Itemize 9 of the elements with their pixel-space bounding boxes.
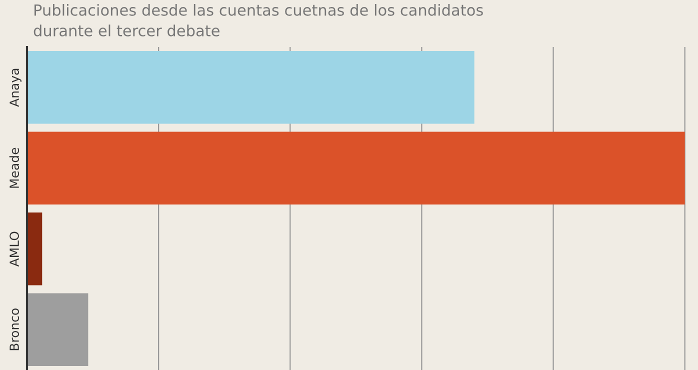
y-tick-label: AMLO [10, 232, 20, 267]
bar [27, 132, 685, 204]
y-tick-label: Anaya [10, 68, 22, 107]
bar [27, 51, 474, 124]
bar [27, 212, 42, 286]
y-tick-label: Meade [9, 148, 20, 188]
bar [27, 293, 88, 366]
y-tick-label: Bronco [10, 308, 20, 350]
chart-title: Publicaciones desde las cuentas cuetnas de los candidatos durante el tercer debate [34, 4, 483, 36]
